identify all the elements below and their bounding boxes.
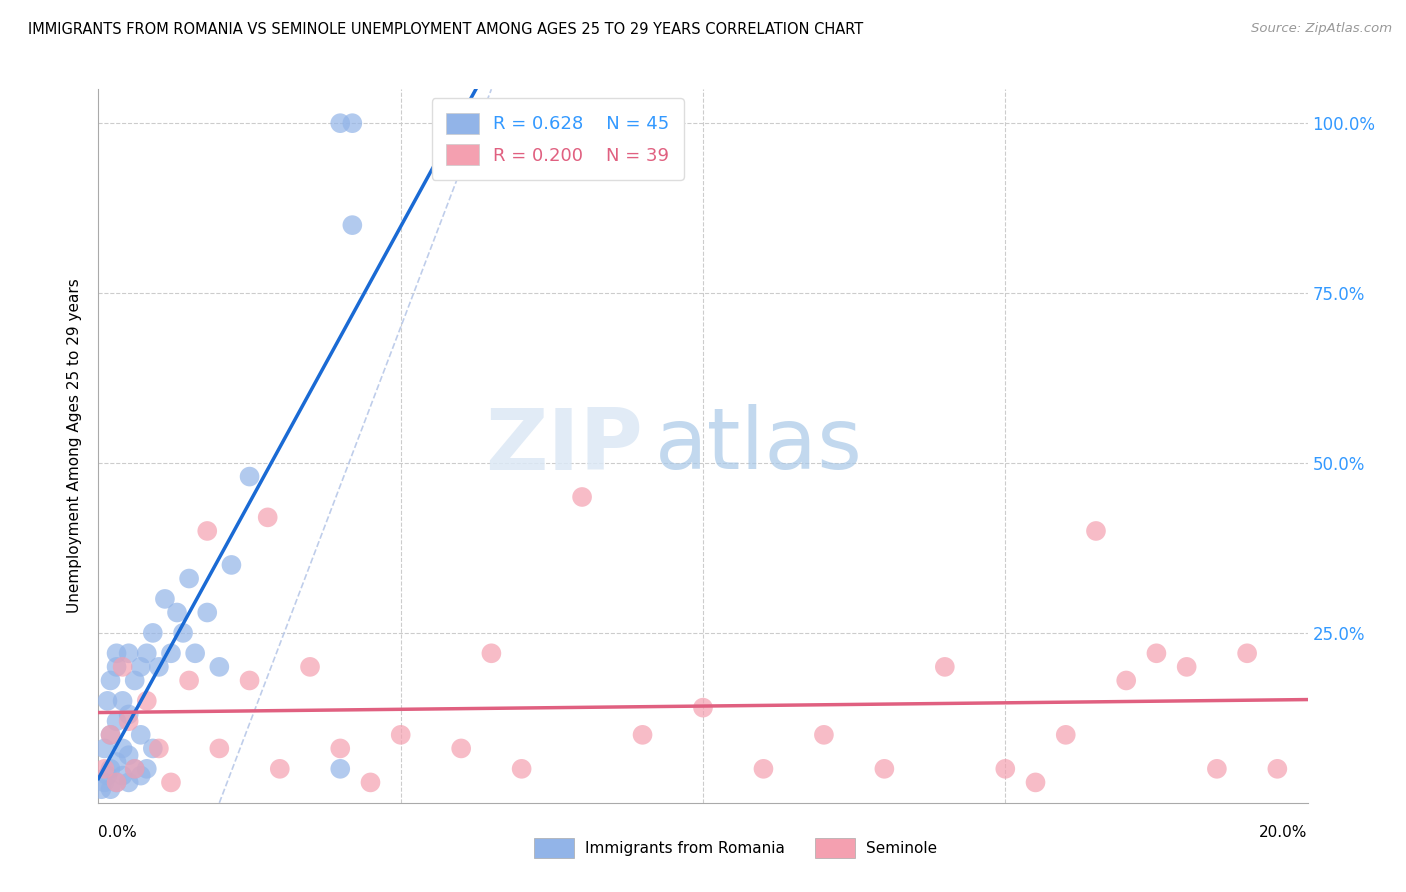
Point [239,469,262,483]
Point [148,741,170,756]
Point [124,762,146,776]
Point [360,775,382,789]
Point [1175,660,1198,674]
Point [1024,775,1046,789]
Text: Immigrants from Romania: Immigrants from Romania [585,841,785,855]
Point [329,116,352,130]
Point [118,714,141,729]
Point [873,762,896,776]
Point [118,748,141,763]
Point [1144,646,1167,660]
Point [752,762,775,776]
Point [160,775,183,789]
Point [142,741,165,756]
Point [142,626,165,640]
Point [195,606,218,620]
Point [813,728,835,742]
Point [148,660,170,674]
Point [389,728,412,742]
Point [111,660,134,674]
Point [118,775,141,789]
Point [692,700,714,714]
Point [100,728,122,742]
Point [481,646,503,660]
Point [208,741,231,756]
Point [129,660,152,674]
Point [510,762,533,776]
Point [100,673,122,688]
Point [105,660,128,674]
Point [1115,673,1137,688]
Point [105,775,128,789]
Point [160,646,183,660]
Point [256,510,278,524]
Point [96,694,118,708]
Point [631,728,654,742]
Point [118,646,141,660]
Point [118,707,141,722]
Point [93,741,115,756]
Point [450,741,472,756]
Point [111,741,134,756]
Point [1085,524,1108,538]
Point [135,646,157,660]
Point [96,769,118,783]
Point [1206,762,1229,776]
Point [105,714,128,729]
Point [239,673,262,688]
Point [124,673,146,688]
Point [135,694,157,708]
Point [129,769,152,783]
Point [299,660,322,674]
Point [105,755,128,769]
Point [342,116,364,130]
Point [111,769,134,783]
Point [184,646,207,660]
Point [93,762,115,776]
Y-axis label: Unemployment Among Ages 25 to 29 years: Unemployment Among Ages 25 to 29 years [67,278,83,614]
Point [934,660,956,674]
Point [195,524,218,538]
Point [100,728,122,742]
Point [135,762,157,776]
Point [994,762,1017,776]
Point [329,762,352,776]
Text: 0.0%: 0.0% [98,825,138,840]
Point [269,762,291,776]
Point [571,490,593,504]
Point [90,782,112,797]
Text: atlas: atlas [655,404,863,488]
Text: Seminole: Seminole [866,841,938,855]
Point [105,775,128,789]
Text: Source: ZipAtlas.com: Source: ZipAtlas.com [1251,22,1392,36]
Point [124,762,146,776]
Text: ZIP: ZIP [485,404,643,488]
Point [1054,728,1077,742]
Point [179,673,201,688]
Point [208,660,231,674]
Point [129,728,152,742]
Point [100,762,122,776]
Point [100,782,122,797]
Point [179,572,201,586]
Point [1236,646,1258,660]
Point [329,741,352,756]
Text: IMMIGRANTS FROM ROMANIA VS SEMINOLE UNEMPLOYMENT AMONG AGES 25 TO 29 YEARS CORRE: IMMIGRANTS FROM ROMANIA VS SEMINOLE UNEM… [28,22,863,37]
Point [342,218,364,232]
Point [172,626,194,640]
Text: 20.0%: 20.0% [1260,825,1308,840]
Point [93,775,115,789]
Legend: R = 0.628    N = 45, R = 0.200    N = 39: R = 0.628 N = 45, R = 0.200 N = 39 [432,98,683,179]
Point [221,558,243,572]
Point [153,591,176,606]
Point [166,606,188,620]
Point [105,646,128,660]
Point [111,694,134,708]
Point [1267,762,1289,776]
